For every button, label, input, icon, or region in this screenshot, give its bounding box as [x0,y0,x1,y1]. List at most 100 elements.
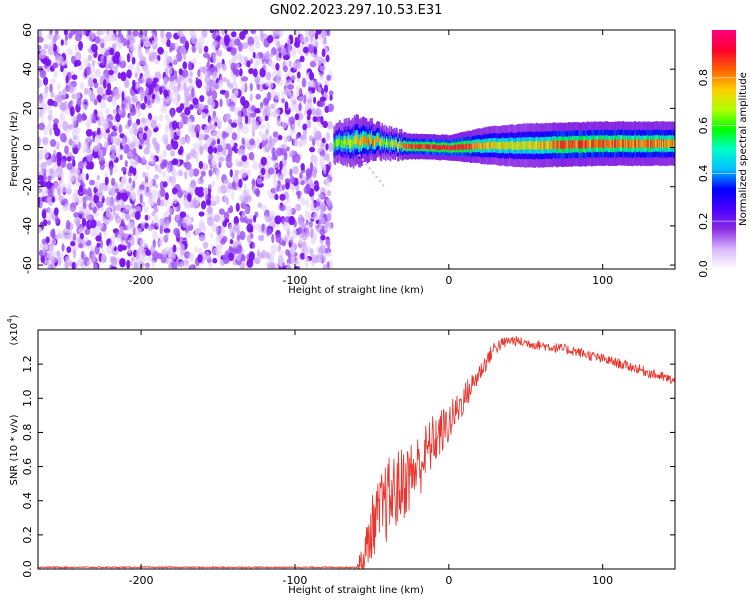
noise-cell [315,215,321,220]
noise-cell [270,30,277,38]
signal-cell [582,139,585,148]
noise-cell [270,61,275,70]
noise-cell [121,103,126,110]
noise-cell [316,108,322,118]
noise-cell [128,221,135,231]
noise-cell [236,229,241,236]
noise-cell [86,259,91,269]
noise-cell [217,80,224,88]
noise-cell [236,123,244,133]
spectrogram-x-axis-title: Height of straight line (km) [288,285,424,296]
noise-cell [53,62,59,69]
signal-cell [482,142,484,150]
noise-cell [87,54,93,62]
noise-cell [108,69,114,76]
signal-cell [566,140,568,149]
noise-cell [219,215,225,222]
noise-cell [50,78,56,84]
noise-cell [289,176,296,185]
noise-cell [287,84,295,90]
noise-cell [57,55,64,65]
noise-cell [274,215,282,225]
noise-cell [131,203,136,209]
signal-cell [665,139,668,148]
noise-cell [302,241,307,247]
noise-cell [51,238,57,246]
noise-cell [266,110,274,117]
signal-cell [543,141,546,150]
signal-cell [581,140,584,149]
signal-cell [363,135,366,145]
signal-cell [464,143,467,150]
noise-cell [90,253,95,263]
noise-cell [317,86,322,93]
signal-cell [642,139,645,148]
chart-title: GN02.2023.297.10.53.E31 [270,3,443,18]
noise-cell [49,168,53,174]
noise-cell [254,60,259,69]
signal-cell [378,136,381,143]
noise-cell [91,43,98,53]
signal-cell [631,139,634,149]
noise-cell [200,200,207,210]
noise-cell [225,196,229,206]
signal-cell [589,139,591,148]
noise-cell [322,120,329,129]
noise-cell [264,98,270,104]
y-tick-label: 1.2 [21,355,34,373]
signal-cell [625,139,627,148]
signal-cell [518,141,520,150]
signal-cell [361,138,363,148]
noise-cell [227,148,233,158]
signal-cell [478,142,480,149]
noise-cell [198,222,206,230]
noise-cell [150,245,155,255]
y-tick-label: 0.0 [21,560,34,578]
signal-cell [422,144,424,149]
noise-cell [244,141,250,149]
noise-cell [202,241,209,249]
noise-cell [236,244,243,254]
signal-cell [414,144,417,150]
signal-cell [525,141,527,150]
noise-cell [132,122,138,129]
noise-cell [164,114,170,121]
noise-cell [231,132,238,141]
noise-cell [265,251,271,260]
noise-cell [304,102,311,111]
signal-cell [563,140,565,150]
signal-cell [671,139,673,148]
noise-cell [92,206,97,214]
noise-cell [87,122,91,131]
noise-cell [247,106,252,113]
noise-cell [203,187,209,196]
noise-cell [319,96,327,102]
y-tick-label: 0.6 [21,458,34,476]
noise-cell [233,216,239,226]
signal-cell [540,141,542,150]
noise-cell [170,131,175,139]
y-tick-label: 1.0 [21,390,34,408]
noise-cell [268,221,273,227]
noise-cell [195,157,200,163]
signal-cell [470,144,472,150]
noise-cell [211,124,217,131]
signal-cell [495,141,497,149]
noise-cell [49,83,53,93]
noise-cell [45,180,52,190]
noise-cell [304,210,309,220]
signal-cell [640,140,643,149]
noise-cell [132,180,136,189]
noise-cell [60,252,64,261]
noise-cell [207,145,214,155]
noise-cell [149,155,156,165]
signal-cell [385,141,387,148]
noise-cell [96,242,101,248]
noise-cell [285,249,290,256]
signal-cell [404,142,407,148]
signal-cell [517,141,519,150]
signal-cell [624,139,626,148]
signal-cell [334,142,336,150]
signal-cell [609,139,612,148]
noise-cell [62,120,68,131]
